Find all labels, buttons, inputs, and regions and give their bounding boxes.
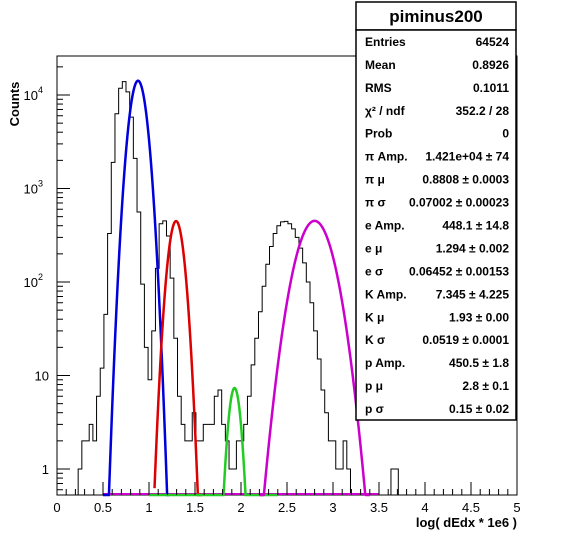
x-tick-label: 3.5 [370, 500, 388, 515]
stats-box: piminus200 Entries 64524 Mean 0.8926 RMS 0.10… [355, 1, 517, 421]
stats-table-box [355, 29, 517, 421]
y-tick-label: 102 [24, 272, 43, 290]
y-tick-label: 10 [35, 369, 49, 384]
stats-key: Prob [365, 127, 392, 141]
x-tick-label: 0.5 [94, 500, 112, 515]
stats-key: p Amp. [365, 356, 405, 370]
stats-key: p μ [365, 379, 383, 393]
x-tick-label: 2 [237, 500, 244, 515]
stats-key: K Amp. [365, 287, 407, 301]
y-tick-label: 1 [42, 462, 49, 477]
stats-value: 0 [502, 127, 509, 141]
histogram-line [77, 81, 425, 496]
x-tick-label: 4.5 [462, 500, 480, 515]
stats-value: 0.1011 [473, 81, 509, 95]
stats-value: 352.2 / 28 [456, 104, 510, 118]
x-tick-label: 1.5 [186, 500, 204, 515]
stats-key: χ² / ndf [365, 104, 406, 118]
y-axis-title: Counts [7, 82, 22, 127]
stats-key: e σ [365, 264, 383, 278]
fit-curve-e [153, 219, 203, 497]
stats-key: π μ [365, 173, 385, 187]
stats-value: 0.07002 ± 0.00023 [409, 196, 509, 210]
stats-key: π Amp. [365, 150, 408, 164]
x-tick-label: 5 [513, 500, 520, 515]
stats-key: K σ [365, 333, 385, 347]
stats-value: 0.0519 ± 0.0001 [422, 333, 509, 347]
stats-value: 2.8 ± 0.1 [462, 379, 509, 393]
x-tick-label: 0 [53, 500, 60, 515]
stats-value: 1.421e+04 ± 74 [425, 150, 509, 164]
x-tick-label: 4 [421, 500, 428, 515]
stats-value: 1.294 ± 0.002 [436, 241, 510, 255]
stats-value: 0.8926 [472, 58, 509, 72]
fit-curve-pi [103, 79, 170, 497]
y-tick-label: 103 [24, 179, 43, 197]
stats-key: e μ [365, 241, 382, 255]
y-tick-label: 104 [24, 85, 43, 103]
stats-value: 0.15 ± 0.02 [449, 402, 509, 416]
x-axis-title: log( dEdx * 1e6 ) [416, 515, 517, 530]
x-tick-label: 1 [145, 500, 152, 515]
fit-curve-K [149, 386, 278, 497]
stats-value: 1.93 ± 0.00 [449, 310, 509, 324]
stats-key: Entries [365, 35, 406, 49]
stats-key: Mean [365, 58, 396, 72]
fit-curve-p [259, 219, 370, 497]
stats-value: 7.345 ± 4.225 [436, 287, 510, 301]
stats-key: p σ [365, 402, 384, 416]
stats-key: π σ [365, 196, 386, 210]
stats-value: 0.06452 ± 0.00153 [409, 264, 509, 278]
stats-key: e Amp. [365, 219, 405, 233]
stats-value: 64524 [476, 35, 510, 49]
stats-value: 450.5 ± 1.8 [449, 356, 509, 370]
stats-key: K μ [365, 310, 384, 324]
stats-key: RMS [365, 81, 392, 95]
stats-value: 0.8808 ± 0.0003 [422, 173, 509, 187]
x-tick-label: 3 [329, 500, 336, 515]
stats-title: piminus200 [389, 7, 483, 26]
stats-value: 448.1 ± 14.8 [442, 219, 509, 233]
x-tick-label: 2.5 [278, 500, 296, 515]
